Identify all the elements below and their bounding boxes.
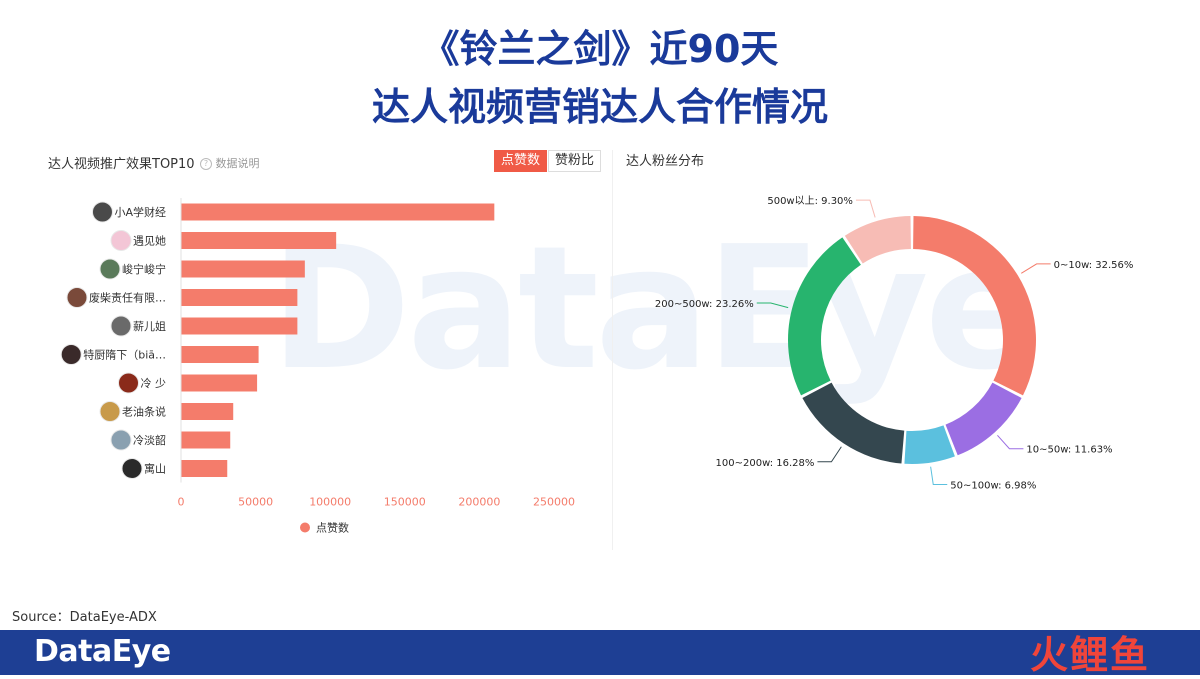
bar-4[interactable]	[181, 317, 298, 335]
category-label: 寓山	[144, 462, 166, 476]
slice-label-line	[817, 446, 842, 463]
slice-label: 100~200w: 16.28%	[716, 458, 815, 469]
slice-label-line	[930, 466, 948, 485]
slice-label: 0~10w: 32.56%	[1054, 260, 1134, 271]
avatar-icon	[60, 344, 82, 365]
avatar-icon	[66, 287, 88, 308]
slice-label: 10~50w: 11.63%	[1026, 445, 1112, 456]
data-hint-label: 数据说明	[215, 157, 260, 170]
panel-divider	[612, 150, 613, 550]
category-label: 薪儿姐	[133, 319, 166, 333]
donut-slice-5[interactable]	[844, 216, 911, 264]
legend-label[interactable]: 点赞数	[316, 522, 349, 535]
category-label: 冷 少	[141, 377, 167, 390]
slice-label-line	[756, 302, 789, 309]
bar-6[interactable]	[181, 374, 258, 392]
donut-slice-2[interactable]	[904, 425, 955, 465]
tab-likes[interactable]: 点赞数	[494, 150, 548, 172]
data-hint[interactable]: ? 数据说明	[200, 155, 260, 171]
info-icon: ?	[200, 158, 212, 170]
avatar-icon	[110, 230, 132, 251]
tab-like-fan-ratio[interactable]: 赞粉比	[548, 150, 602, 172]
page-title-line1: 《铃兰之剑》近90天	[421, 27, 779, 71]
avatar-icon	[99, 401, 121, 422]
slice-label: 50~100w: 6.98%	[950, 480, 1036, 491]
slice-label-line	[1020, 263, 1051, 274]
avatar-icon	[121, 458, 143, 479]
donut-slice-1[interactable]	[945, 382, 1022, 456]
x-tick-label: 100000	[309, 496, 351, 509]
footer-logo: DataEye	[34, 634, 171, 669]
avatar-icon	[110, 429, 132, 451]
avatar-icon	[118, 372, 139, 394]
slice-label-line	[997, 434, 1024, 450]
source-note: Source：DataEye-ADX	[12, 610, 157, 625]
avatar-icon	[99, 258, 121, 280]
x-tick-label: 50000	[238, 496, 273, 509]
bar-2[interactable]	[181, 260, 305, 278]
avatar-icon	[110, 315, 132, 337]
bar-8[interactable]	[181, 431, 231, 449]
category-label: 峻宁峻宁	[122, 262, 166, 276]
bar-0[interactable]	[181, 203, 495, 221]
slice-label: 200~500w: 23.26%	[655, 299, 754, 310]
bar-9[interactable]	[181, 460, 228, 477]
bar-7[interactable]	[181, 403, 234, 420]
category-label: 废柴责任有限…	[89, 291, 166, 305]
footer-brand-logo: 火鲤鱼	[1030, 633, 1151, 677]
x-tick-label: 150000	[384, 496, 426, 509]
page-title-line2: 达人视频营销达人合作情况	[371, 85, 828, 129]
donut-slice-4[interactable]	[788, 237, 861, 396]
x-tick-label: 250000	[533, 496, 575, 509]
bar-5[interactable]	[181, 346, 259, 363]
x-tick-label: 0	[178, 496, 185, 509]
slice-label-line	[855, 199, 876, 218]
donut-slice-3[interactable]	[802, 382, 905, 464]
avatar-icon	[91, 201, 113, 223]
bar-3[interactable]	[181, 289, 298, 306]
category-label: 小A学财经	[114, 205, 166, 219]
category-label: 冷淡韶	[133, 433, 166, 447]
donut-slice-0[interactable]	[913, 216, 1036, 396]
slice-label: 500w以上: 9.30%	[767, 195, 853, 207]
donut-chart-title: 达人粉丝分布	[626, 154, 705, 169]
category-label: 特厨隋下（biā…	[83, 348, 166, 362]
donut-chart: 0~10w: 32.56% 10~50w: 11.63% 50~100w: 6.98…	[655, 195, 1134, 491]
footer-bar: DataEye 火鲤鱼	[0, 630, 1200, 677]
bar-chart-title: 达人视频推广效果TOP10	[48, 157, 195, 172]
category-label: 遇见她	[133, 234, 166, 248]
watermark: DataEye	[270, 210, 1040, 408]
legend-marker	[300, 522, 310, 533]
x-tick-label: 200000	[458, 496, 500, 509]
bar-1[interactable]	[181, 232, 337, 249]
category-label: 老油条说	[122, 405, 166, 419]
